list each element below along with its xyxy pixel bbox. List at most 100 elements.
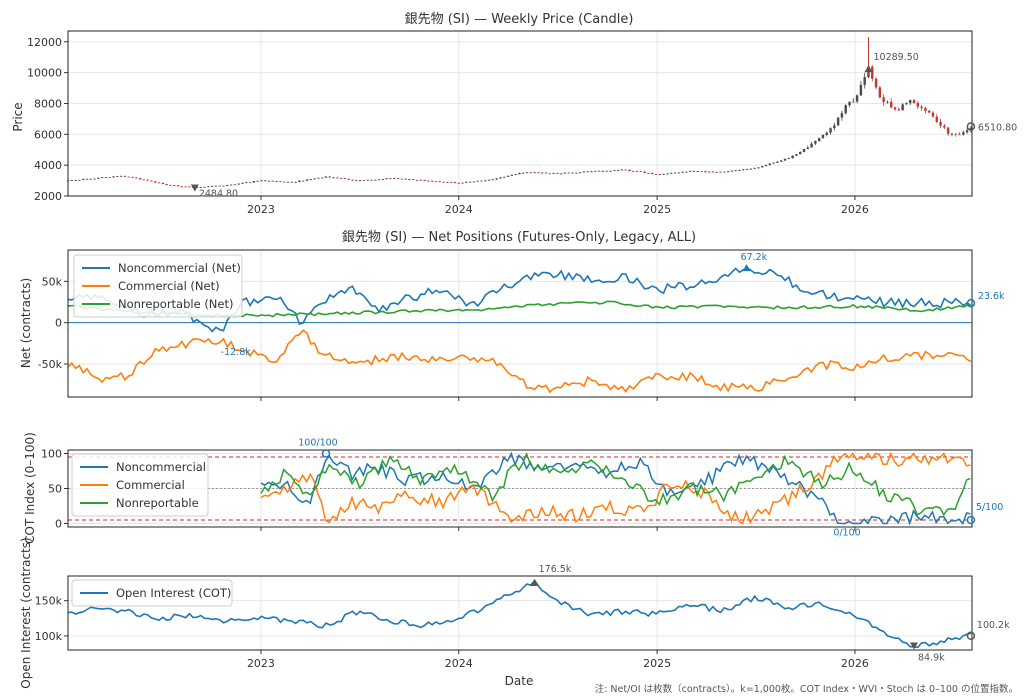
candle-body bbox=[696, 171, 699, 172]
candle-body bbox=[222, 185, 225, 187]
candle-body bbox=[104, 177, 108, 178]
candle-body bbox=[529, 172, 533, 174]
candle-body bbox=[419, 179, 423, 181]
candle-body bbox=[772, 162, 775, 164]
cot-series-line bbox=[260, 451, 971, 525]
peak-marker bbox=[742, 264, 751, 272]
candle-body bbox=[852, 101, 855, 103]
candle-body bbox=[449, 181, 453, 183]
candle-body bbox=[503, 176, 506, 178]
annotation-label: 100.2k bbox=[977, 620, 1010, 631]
y-tick-label: 0 bbox=[55, 518, 62, 531]
candle-body bbox=[924, 107, 927, 111]
candle-body bbox=[548, 173, 552, 175]
candle-body bbox=[707, 171, 711, 173]
candle-body bbox=[863, 77, 866, 85]
candle-body bbox=[184, 186, 187, 188]
candle-body bbox=[127, 176, 130, 178]
oi-series-line bbox=[67, 579, 972, 649]
x-tick-label: 2023 bbox=[247, 657, 275, 670]
candle-body bbox=[339, 178, 343, 179]
plot-frame bbox=[67, 249, 973, 398]
candle-body bbox=[207, 186, 210, 188]
y-tick-label: 0 bbox=[55, 317, 62, 330]
annotation-label: 100/100 bbox=[298, 438, 337, 449]
candle-body bbox=[362, 180, 366, 181]
candle-body bbox=[97, 177, 100, 179]
legend-entry: Commercial (Net) bbox=[118, 279, 220, 293]
candle-body bbox=[298, 180, 301, 182]
candle-body bbox=[70, 180, 73, 182]
candle-body bbox=[878, 87, 882, 98]
candle-body bbox=[241, 182, 244, 184]
legend-entry: Noncommercial bbox=[116, 460, 206, 474]
candle-body bbox=[749, 168, 753, 170]
candle-body bbox=[688, 170, 692, 172]
annotation-label: 67.2k bbox=[741, 252, 768, 263]
candle-body bbox=[723, 171, 726, 173]
candle-body bbox=[116, 176, 119, 177]
x-tick-label: 2024 bbox=[445, 203, 473, 216]
candle-body bbox=[601, 171, 605, 172]
candle-body bbox=[742, 169, 745, 171]
candle-body bbox=[442, 181, 445, 183]
peak-marker bbox=[864, 65, 873, 73]
candle-body bbox=[324, 176, 328, 178]
candle-body bbox=[798, 152, 802, 155]
candle-body bbox=[909, 100, 912, 104]
candle-body bbox=[704, 171, 707, 173]
candle-body bbox=[89, 178, 92, 180]
candle-body bbox=[396, 178, 400, 180]
last-value-marker bbox=[966, 515, 976, 525]
candles bbox=[66, 37, 973, 189]
candle-body bbox=[290, 181, 294, 183]
net-series-line bbox=[67, 266, 972, 333]
y-tick-label: 50k bbox=[42, 275, 63, 288]
candle-body bbox=[969, 127, 973, 131]
candle-body bbox=[559, 173, 563, 175]
candle-body bbox=[499, 177, 502, 179]
candle-body bbox=[480, 180, 483, 182]
candle-body bbox=[817, 138, 821, 142]
candle-body bbox=[692, 170, 696, 172]
candle-body bbox=[791, 155, 794, 159]
candle-body bbox=[389, 178, 392, 180]
candle-body bbox=[188, 186, 191, 188]
candle-body bbox=[897, 109, 901, 111]
candle-body bbox=[468, 181, 472, 183]
candle-body bbox=[347, 178, 350, 180]
candle-body bbox=[510, 174, 514, 176]
candle-body bbox=[309, 179, 313, 181]
candle-body bbox=[286, 181, 290, 183]
candle-body bbox=[157, 182, 161, 184]
candle-body bbox=[267, 180, 271, 182]
y-tick-label: 150k bbox=[35, 595, 63, 608]
candle-body bbox=[859, 84, 863, 96]
x-tick-label: 2026 bbox=[841, 657, 869, 670]
candle-body bbox=[343, 178, 347, 180]
candle-body bbox=[578, 172, 582, 174]
legend-entry: Nonreportable (Net) bbox=[118, 297, 233, 311]
candle-body bbox=[912, 100, 916, 104]
candle-body bbox=[965, 130, 969, 133]
y-tick-label: 6000 bbox=[34, 128, 62, 141]
candle-body bbox=[165, 184, 168, 185]
candle-body bbox=[131, 177, 134, 178]
candle-body bbox=[381, 179, 385, 180]
candle-body bbox=[457, 182, 460, 184]
candle-body bbox=[169, 184, 172, 186]
candle-body bbox=[317, 177, 320, 179]
candle-body bbox=[890, 101, 893, 108]
candle-body bbox=[283, 181, 286, 183]
candle-body bbox=[271, 180, 275, 182]
y-tick-label: 2000 bbox=[34, 190, 62, 203]
candle-body bbox=[927, 110, 931, 113]
candle-body bbox=[761, 166, 764, 168]
candle-body bbox=[556, 172, 559, 174]
candle-body bbox=[434, 181, 438, 183]
candle-body bbox=[119, 175, 123, 177]
candle-body bbox=[370, 179, 373, 181]
candle-body bbox=[328, 176, 331, 178]
legend-entry: Commercial bbox=[116, 478, 185, 492]
